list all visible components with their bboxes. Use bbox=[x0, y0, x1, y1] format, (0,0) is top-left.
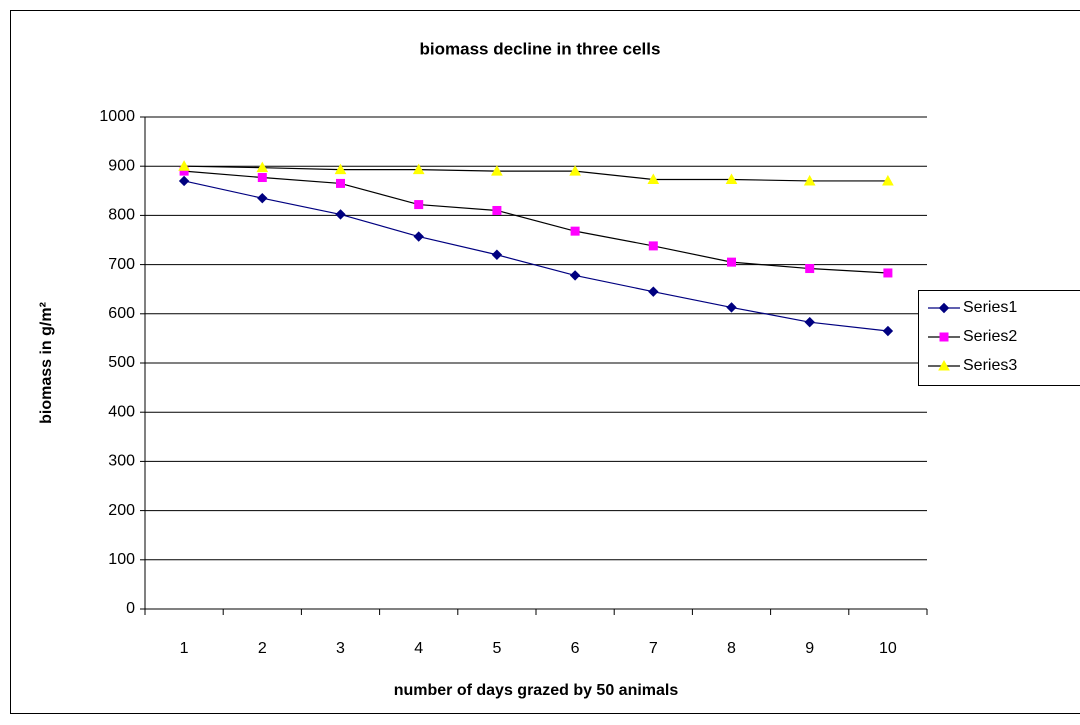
y-tick-label: 500 bbox=[108, 354, 135, 371]
x-tick-label: 3 bbox=[336, 640, 345, 657]
marker bbox=[726, 302, 737, 313]
y-tick-label: 700 bbox=[108, 256, 135, 273]
y-tick-label: 1000 bbox=[99, 108, 135, 125]
y-tick-label: 0 bbox=[126, 600, 135, 617]
marker bbox=[727, 257, 736, 267]
x-tick-label: 4 bbox=[414, 640, 423, 657]
marker bbox=[882, 174, 894, 186]
chart-title: biomass decline in three cells bbox=[420, 39, 661, 58]
marker bbox=[569, 165, 581, 176]
x-tick-label: 6 bbox=[571, 640, 580, 657]
y-tick-label: 400 bbox=[108, 403, 135, 420]
marker bbox=[804, 316, 815, 328]
x-tick-label: 1 bbox=[180, 640, 189, 657]
marker bbox=[648, 286, 659, 297]
marker bbox=[492, 205, 502, 215]
y-tick-label: 900 bbox=[108, 157, 135, 174]
x-tick-label: 8 bbox=[727, 640, 736, 657]
marker bbox=[569, 270, 581, 281]
marker bbox=[491, 249, 503, 260]
marker bbox=[257, 192, 268, 204]
marker bbox=[335, 209, 346, 220]
legend-marker bbox=[938, 359, 950, 371]
marker bbox=[334, 163, 347, 175]
x-tick-label: 9 bbox=[805, 640, 814, 657]
legend-label: Series1 bbox=[963, 299, 1017, 316]
marker bbox=[412, 163, 425, 175]
series-line bbox=[184, 170, 888, 274]
marker bbox=[570, 226, 580, 236]
y-axis-label: biomass in g/m² bbox=[38, 302, 55, 424]
marker bbox=[413, 231, 424, 242]
y-tick-label: 300 bbox=[108, 453, 135, 470]
x-tick-label: 2 bbox=[258, 640, 267, 657]
y-tick-label: 100 bbox=[108, 551, 135, 568]
marker bbox=[414, 200, 424, 210]
marker bbox=[256, 161, 269, 173]
y-tick-label: 800 bbox=[108, 207, 135, 224]
marker bbox=[882, 325, 894, 337]
series-line bbox=[184, 165, 888, 182]
marker bbox=[803, 174, 816, 186]
legend-label: Series3 bbox=[963, 357, 1017, 374]
marker bbox=[883, 268, 893, 278]
marker bbox=[257, 173, 267, 183]
marker bbox=[725, 173, 738, 184]
y-tick-label: 600 bbox=[108, 305, 135, 322]
marker bbox=[178, 160, 190, 171]
x-tick-label: 10 bbox=[879, 640, 897, 657]
x-axis-label: number of days grazed by 50 animals bbox=[394, 682, 679, 699]
legend-label: Series2 bbox=[963, 328, 1017, 345]
legend-marker bbox=[938, 302, 950, 314]
x-tick-label: 5 bbox=[492, 640, 501, 657]
marker bbox=[647, 173, 660, 184]
y-tick-label: 200 bbox=[108, 502, 135, 519]
marker bbox=[178, 175, 190, 187]
marker bbox=[491, 165, 503, 176]
legend-marker bbox=[939, 332, 949, 342]
marker bbox=[805, 264, 815, 274]
series-line bbox=[183, 180, 888, 332]
marker bbox=[648, 241, 658, 251]
marker bbox=[336, 178, 345, 188]
x-tick-label: 7 bbox=[649, 640, 658, 657]
